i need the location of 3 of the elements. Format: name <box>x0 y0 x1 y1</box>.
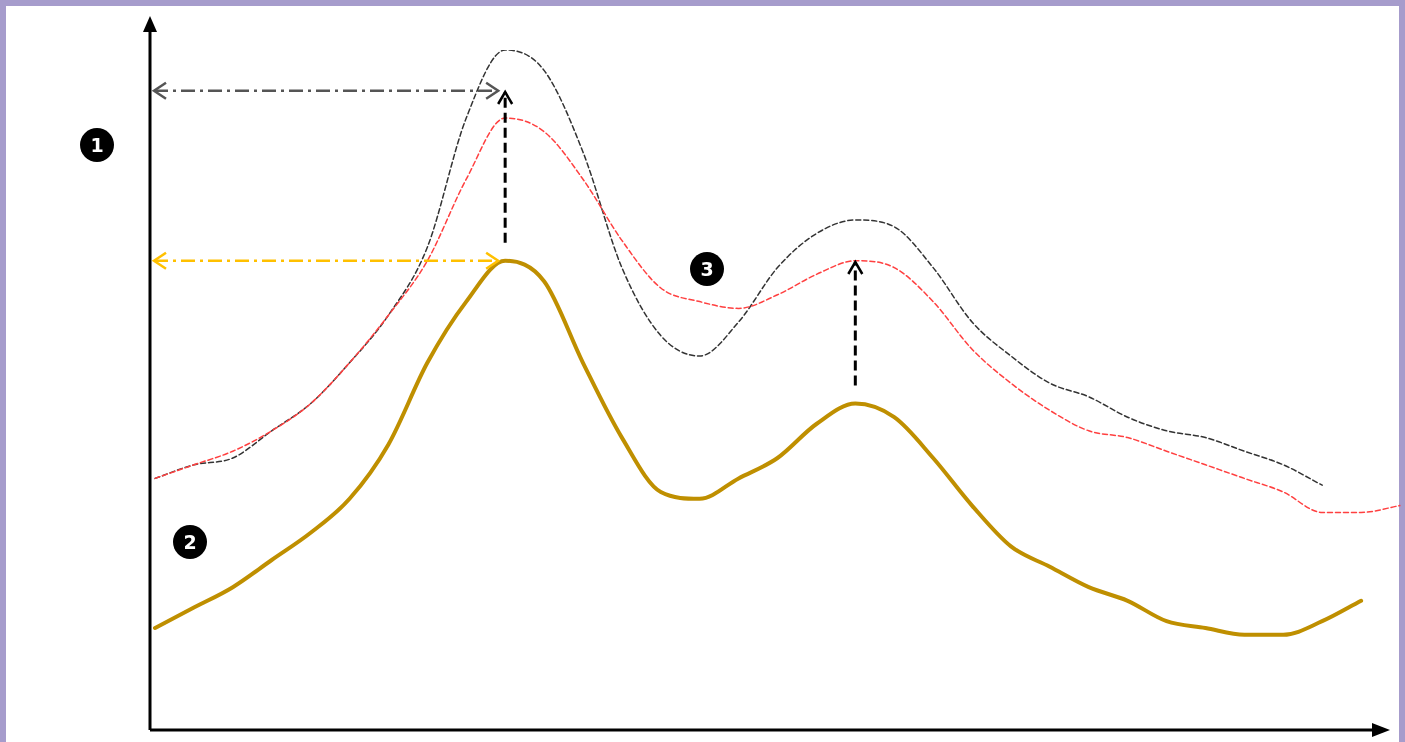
text: 1 <box>80 128 114 162</box>
annotation: 3 <box>690 252 724 286</box>
annotation: 2 <box>173 525 207 559</box>
